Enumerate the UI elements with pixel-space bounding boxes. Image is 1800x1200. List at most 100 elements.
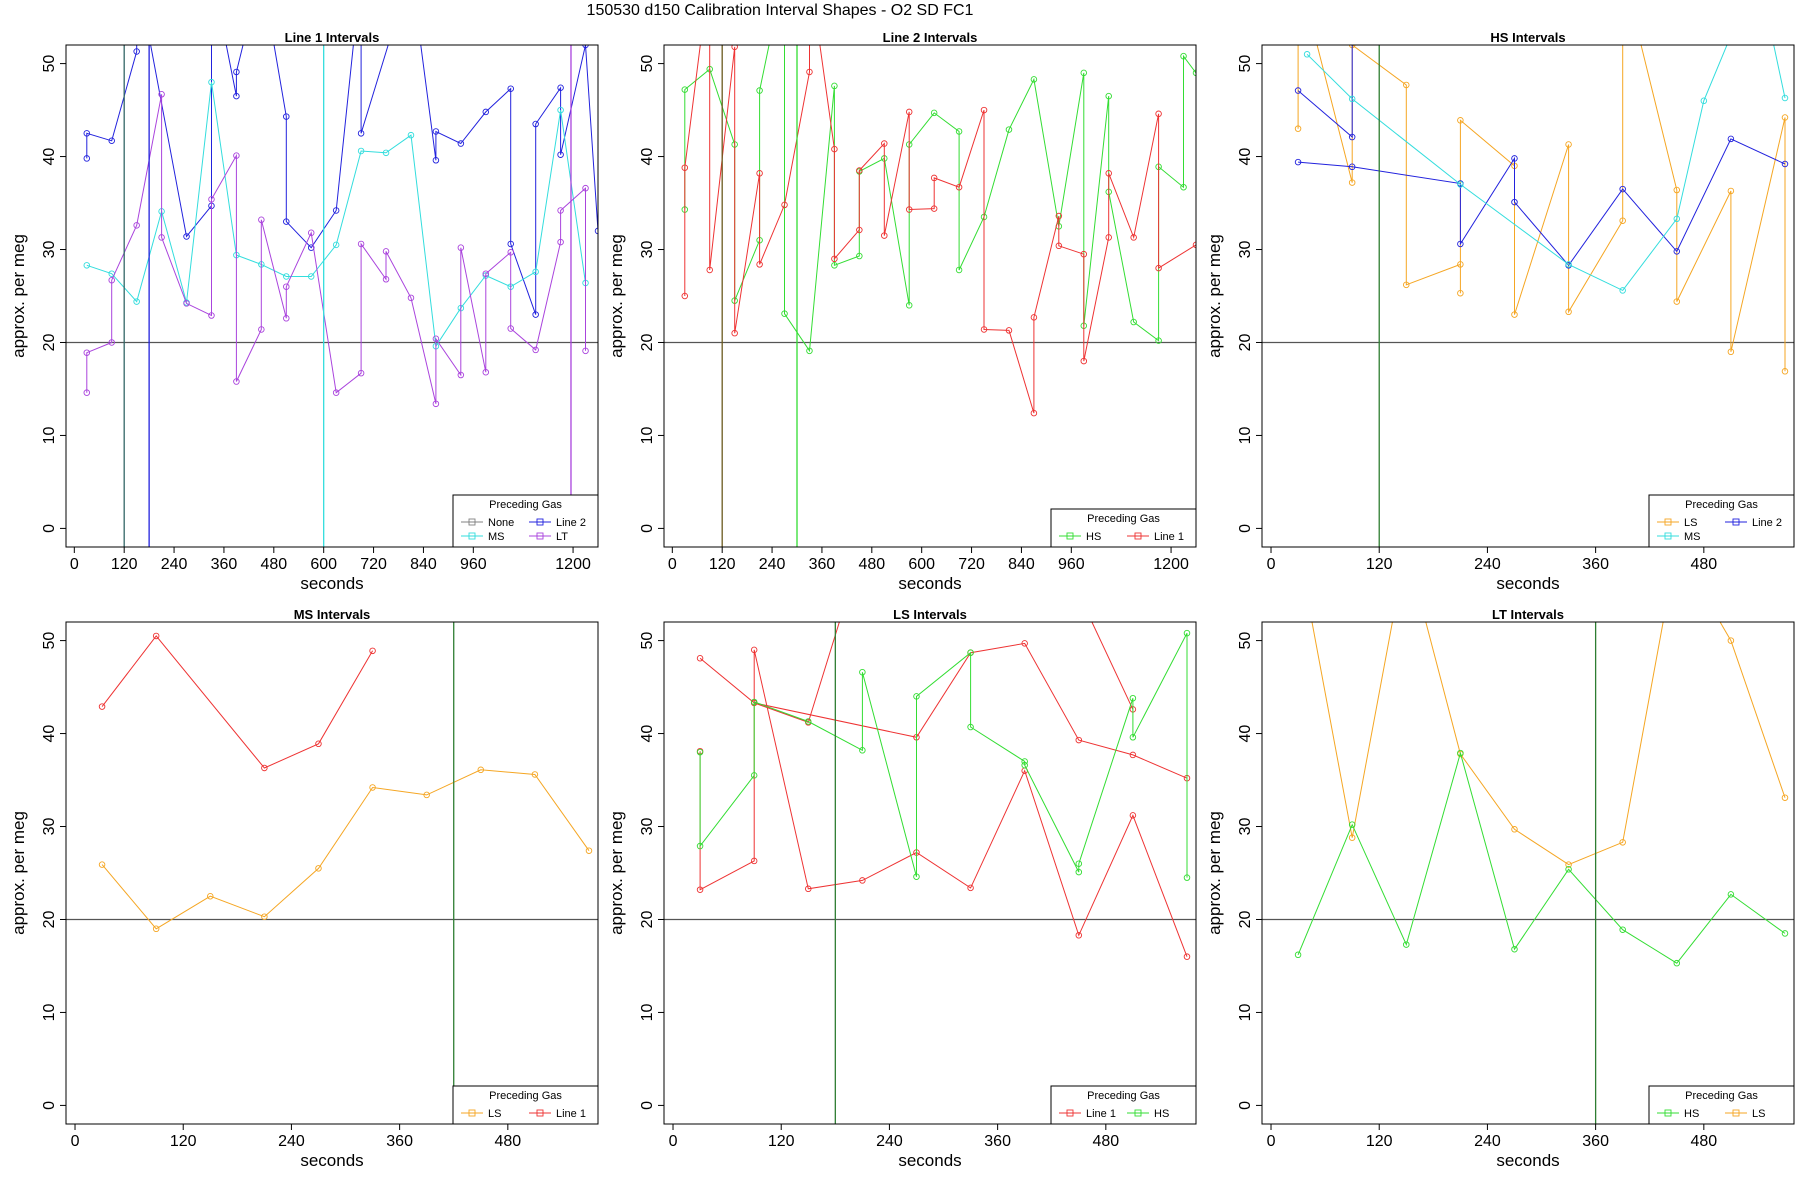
data-point xyxy=(423,791,430,799)
data-point xyxy=(407,131,415,139)
data-point xyxy=(1021,761,1028,769)
x-tick-label: 0 xyxy=(71,1133,80,1150)
x-tick-label: 240 xyxy=(759,556,786,573)
legend-entry: Line 2 xyxy=(556,517,586,529)
data-point xyxy=(108,137,115,145)
data-point xyxy=(1457,749,1464,757)
legend-swatch-marker xyxy=(1134,1109,1142,1117)
chart-panel-6: LT Intervals 0 120 240 360 480 0 10 20 30 40 50 seco… xyxy=(1205,545,1795,1170)
y-tick-label: 30 xyxy=(41,818,58,836)
data-point xyxy=(133,222,140,229)
data-point xyxy=(1180,183,1187,191)
data-point xyxy=(283,113,290,120)
y-tick-label: 40 xyxy=(41,725,58,743)
data-point xyxy=(681,164,689,171)
data-point xyxy=(856,167,863,174)
data-point xyxy=(557,84,564,92)
data-point xyxy=(1076,591,1082,597)
legend-entry: MS xyxy=(488,531,505,543)
data-point xyxy=(1005,126,1013,133)
x-tick-label: 720 xyxy=(958,556,985,573)
data-point xyxy=(208,196,215,203)
data-point xyxy=(831,262,838,269)
data-point xyxy=(332,389,340,396)
data-point xyxy=(1727,187,1735,195)
data-point xyxy=(258,326,265,333)
data-point xyxy=(283,218,290,225)
data-point xyxy=(594,227,598,235)
legend-swatch-marker xyxy=(468,532,476,540)
series-line xyxy=(1091,622,1134,710)
legend-entry: Line 1 xyxy=(1086,1108,1116,1120)
data-point xyxy=(781,201,788,209)
legend-swatch-marker xyxy=(1664,518,1672,526)
data-point xyxy=(532,311,539,318)
data-point xyxy=(98,861,106,868)
data-point xyxy=(557,207,564,214)
data-point xyxy=(1781,368,1789,375)
data-point xyxy=(1075,868,1083,876)
x-tick-label: 600 xyxy=(310,556,337,573)
data-point xyxy=(1619,839,1626,846)
y-tick-label: 30 xyxy=(1237,818,1254,836)
x-tick-label: 120 xyxy=(111,556,138,573)
legend-title: Preceding Gas xyxy=(1087,1090,1160,1102)
legend-box xyxy=(452,1085,599,1125)
y-tick-label: 0 xyxy=(1237,524,1254,533)
x-axis-label: seconds xyxy=(1496,1151,1559,1170)
y-axis-label: approx. per meg xyxy=(9,811,28,935)
data-point xyxy=(913,693,920,700)
data-point xyxy=(332,207,340,214)
x-tick-label: 360 xyxy=(809,556,836,573)
y-tick-label: 40 xyxy=(1237,148,1254,166)
data-point xyxy=(955,128,963,135)
series-line xyxy=(684,45,1196,353)
y-tick-label: 20 xyxy=(639,333,656,351)
series-line xyxy=(1306,45,1786,292)
data-point xyxy=(531,771,539,778)
data-point xyxy=(532,268,539,276)
data-point xyxy=(1080,250,1088,258)
data-point xyxy=(955,266,963,274)
y-tick-label: 10 xyxy=(41,426,58,444)
data-point xyxy=(681,292,689,300)
data-point xyxy=(756,170,763,177)
data-point xyxy=(208,78,215,86)
x-tick-label: 600 xyxy=(908,556,935,573)
panel-title: Line 2 Intervals xyxy=(883,30,978,45)
data-point xyxy=(750,857,758,865)
legend: Preceding Gas HS LS xyxy=(1648,1085,1795,1125)
data-point xyxy=(1565,308,1572,316)
data-point xyxy=(1781,114,1789,121)
data-point xyxy=(1348,179,1356,186)
data-point xyxy=(1403,545,1409,551)
data-point xyxy=(1129,694,1137,702)
data-point xyxy=(1294,125,1302,132)
y-tick-label: 10 xyxy=(1237,426,1254,444)
legend-entry: HS xyxy=(1684,1108,1699,1120)
legend-title: Preceding Gas xyxy=(1087,513,1160,525)
data-point xyxy=(1781,794,1789,801)
data-point xyxy=(208,312,215,319)
legend-title: Preceding Gas xyxy=(1685,499,1758,511)
data-point xyxy=(1294,158,1302,166)
data-point xyxy=(831,82,838,90)
data-point xyxy=(1403,81,1410,89)
series-group xyxy=(1294,45,1789,375)
data-point xyxy=(477,766,485,774)
y-tick-label: 50 xyxy=(41,55,58,73)
y-tick-label: 40 xyxy=(639,725,656,743)
data-point xyxy=(930,109,938,117)
data-point xyxy=(831,145,838,153)
data-point xyxy=(261,764,268,772)
series-line xyxy=(1311,622,1786,866)
series-line xyxy=(101,769,590,930)
data-point xyxy=(1511,826,1518,833)
data-point xyxy=(1155,337,1162,344)
x-tick-label: 360 xyxy=(386,1133,413,1150)
x-tick-label: 120 xyxy=(1366,556,1393,573)
data-point xyxy=(233,92,240,100)
data-point xyxy=(233,152,240,159)
series-line xyxy=(1297,45,1353,139)
legend-swatch-marker xyxy=(1732,1109,1740,1117)
